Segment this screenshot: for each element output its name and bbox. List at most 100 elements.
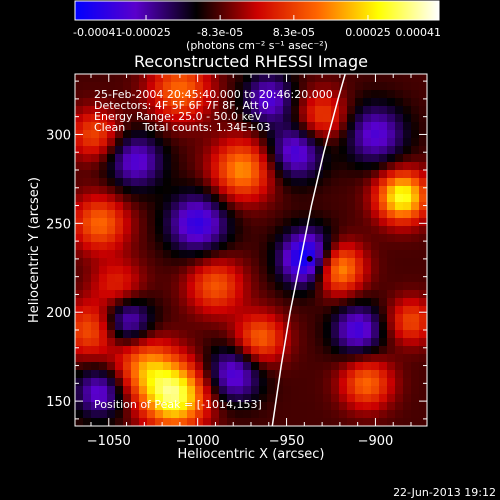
heatmap-cell (299, 178, 308, 187)
heatmap-cell (99, 362, 108, 371)
heatmap-cell (395, 170, 404, 179)
heatmap-cell (227, 98, 236, 107)
heatmap-cell (331, 298, 340, 307)
heatmap-cell (203, 274, 212, 283)
heatmap-cell (291, 386, 300, 395)
heatmap-cell (307, 106, 316, 115)
heatmap-cell (411, 202, 420, 211)
heatmap-cell (179, 194, 188, 203)
heatmap-cell (283, 314, 292, 323)
heatmap-cell (75, 154, 84, 163)
heatmap-cell (355, 98, 364, 107)
heatmap-cell (203, 298, 212, 307)
heatmap-cell (363, 394, 372, 403)
heatmap-cell (347, 130, 356, 139)
heatmap-cell (403, 410, 412, 419)
heatmap-cell (195, 402, 204, 411)
heatmap-cell (355, 314, 364, 323)
heatmap-cell (339, 114, 348, 123)
heatmap-cell (187, 186, 196, 195)
heatmap-cell (219, 226, 228, 235)
heatmap-cell (315, 210, 324, 219)
heatmap-cell (227, 386, 236, 395)
heatmap-cell (219, 130, 228, 139)
heatmap-cell (419, 338, 427, 347)
heatmap-cell (315, 370, 324, 379)
heatmap-cell (227, 186, 236, 195)
heatmap-cell (235, 82, 244, 91)
heatmap-cell (299, 386, 308, 395)
heatmap-cell (235, 154, 244, 163)
heatmap-cell (219, 170, 228, 179)
heatmap-cell (227, 122, 236, 131)
heatmap-cell (227, 274, 236, 283)
heatmap-cell (411, 106, 420, 115)
heatmap-cell (283, 210, 292, 219)
heatmap-cell (251, 410, 260, 419)
heatmap-cell (195, 354, 204, 363)
heatmap-cell (99, 242, 108, 251)
heatmap-cell (347, 370, 356, 379)
heatmap-cell (235, 186, 244, 195)
heatmap-cell (331, 314, 340, 323)
heatmap-cell (347, 282, 356, 291)
heatmap-cell (307, 194, 316, 203)
heatmap-cell (211, 386, 220, 395)
heatmap-cell (259, 114, 268, 123)
heatmap-cell (395, 146, 404, 155)
heatmap-cell (115, 410, 124, 419)
heatmap-cell (387, 226, 396, 235)
heatmap-cell (131, 74, 140, 83)
heatmap-cell (363, 162, 372, 171)
heatmap-cell (323, 258, 332, 267)
heatmap-cell (235, 410, 244, 419)
heatmap-cell (91, 354, 100, 363)
heatmap-cell (259, 130, 268, 139)
heatmap-cell (227, 202, 236, 211)
heatmap-cell (91, 178, 100, 187)
heatmap-cell (163, 298, 172, 307)
heatmap-cell (395, 338, 404, 347)
heatmap-cell (99, 146, 108, 155)
heatmap-cell (235, 330, 244, 339)
heatmap-cell (307, 234, 316, 243)
heatmap-cell (203, 354, 212, 363)
heatmap-cell (211, 162, 220, 171)
heatmap-cell (99, 194, 108, 203)
colorbar-tick-label: 0.00025 (345, 26, 391, 39)
heatmap-cell (171, 186, 180, 195)
heatmap-cell (371, 346, 380, 355)
heatmap-cell (195, 210, 204, 219)
heatmap-cell (203, 338, 212, 347)
heatmap-cell (179, 274, 188, 283)
heatmap-cell (147, 202, 156, 211)
heatmap-cell (219, 210, 228, 219)
heatmap-cell (323, 154, 332, 163)
heatmap-cell (195, 298, 204, 307)
heatmap-cell (283, 418, 292, 426)
heatmap-cell (275, 170, 284, 179)
heatmap-cell (395, 322, 404, 331)
heatmap-cell (283, 242, 292, 251)
heatmap-cell (171, 418, 180, 426)
heatmap-cell (395, 122, 404, 131)
heatmap-cell (403, 194, 412, 203)
heatmap-cell (331, 354, 340, 363)
heatmap-cell (179, 114, 188, 123)
heatmap-cell (315, 330, 324, 339)
heatmap-cell (219, 410, 228, 419)
heatmap-cell (275, 138, 284, 147)
heatmap-cell (83, 90, 92, 99)
heatmap-cell (299, 226, 308, 235)
heatmap-cell (371, 362, 380, 371)
heatmap-cell (419, 154, 427, 163)
heatmap-cell (379, 90, 388, 99)
heatmap-cell (203, 210, 212, 219)
heatmap-cell (371, 154, 380, 163)
heatmap-cell (275, 330, 284, 339)
heatmap-cell (347, 82, 356, 91)
heatmap-cell (107, 306, 116, 315)
heatmap-cell (123, 106, 132, 115)
heatmap-cell (307, 210, 316, 219)
heatmap-cell (395, 258, 404, 267)
